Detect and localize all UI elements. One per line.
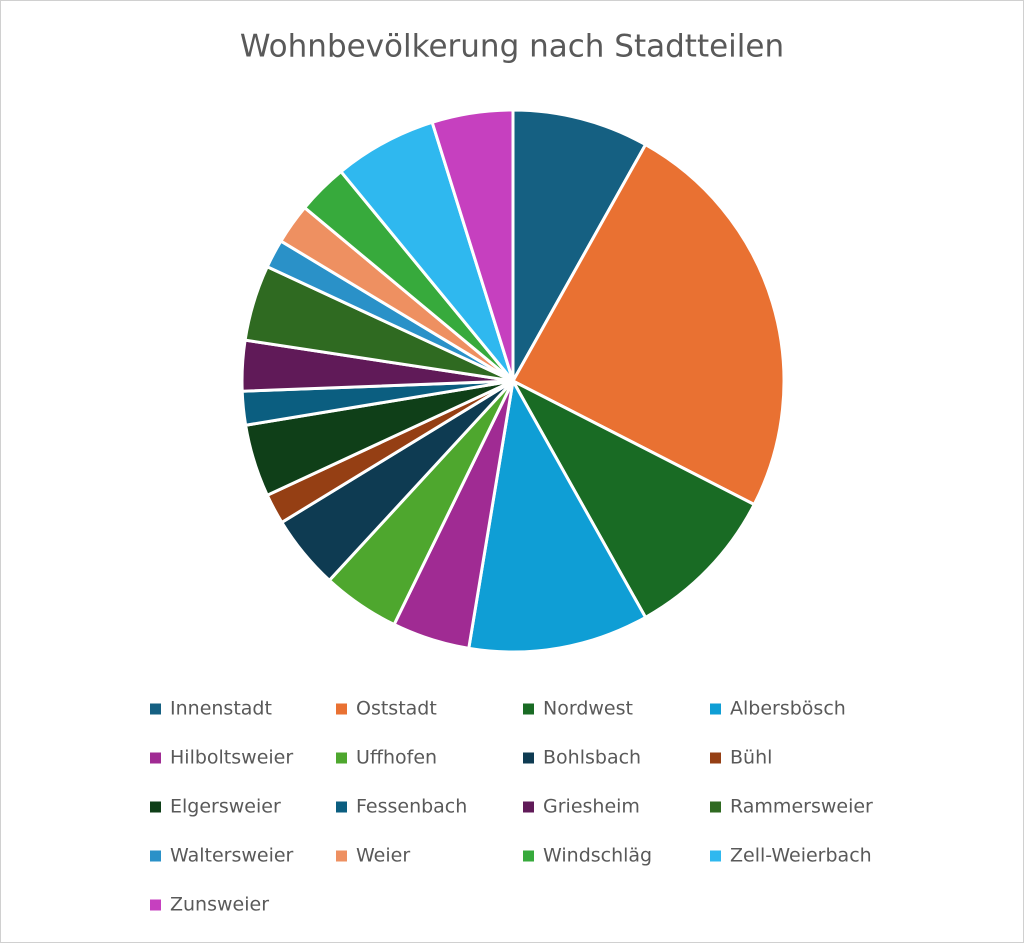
legend-label: Fessenbach [356,796,467,818]
legend-label: Oststadt [356,698,437,720]
legend-swatch [336,801,347,813]
legend-label: Nordwest [543,698,633,720]
legend-swatch [150,850,161,862]
legend-label: Windschläg [543,845,652,867]
legend-label: Hilboltsweier [170,747,293,769]
legend-label: Zell-Weierbach [730,845,872,867]
legend-label: Bohlsbach [543,747,641,769]
chart-title: Wohnbevölkerung nach Stadtteilen [240,29,784,65]
legend-swatch [523,703,534,715]
legend-label: Innenstadt [170,698,272,720]
pie-slice [467,376,648,654]
pie-slice [430,108,515,382]
legend-label: Weier [356,845,410,867]
legend-label: Elgersweier [170,796,281,818]
legend-label: Albersbösch [730,698,846,720]
legend-swatch [150,801,161,813]
legend-label: Bühl [730,747,772,769]
legend-swatch [710,752,721,764]
legend-swatch [710,703,721,715]
legend-swatch [336,850,347,862]
legend-swatch [150,752,161,764]
legend-swatch [523,752,534,764]
legend-label: Rammersweier [730,796,873,818]
legend-swatch [150,703,161,715]
legend-swatch [523,850,534,862]
pie-slice [511,108,648,387]
legend-label: Griesheim [543,796,640,818]
legend-label: Waltersweier [170,845,294,867]
legend-swatch [336,703,347,715]
legend-swatch [150,899,161,911]
legend-swatch [336,752,347,764]
legend-label: Uffhofen [356,747,437,769]
legend-label: Zunsweier [170,894,269,916]
pie-slice [509,377,757,620]
legend-swatch [523,801,534,813]
legend-swatch [710,850,721,862]
legend-swatch [710,801,721,813]
